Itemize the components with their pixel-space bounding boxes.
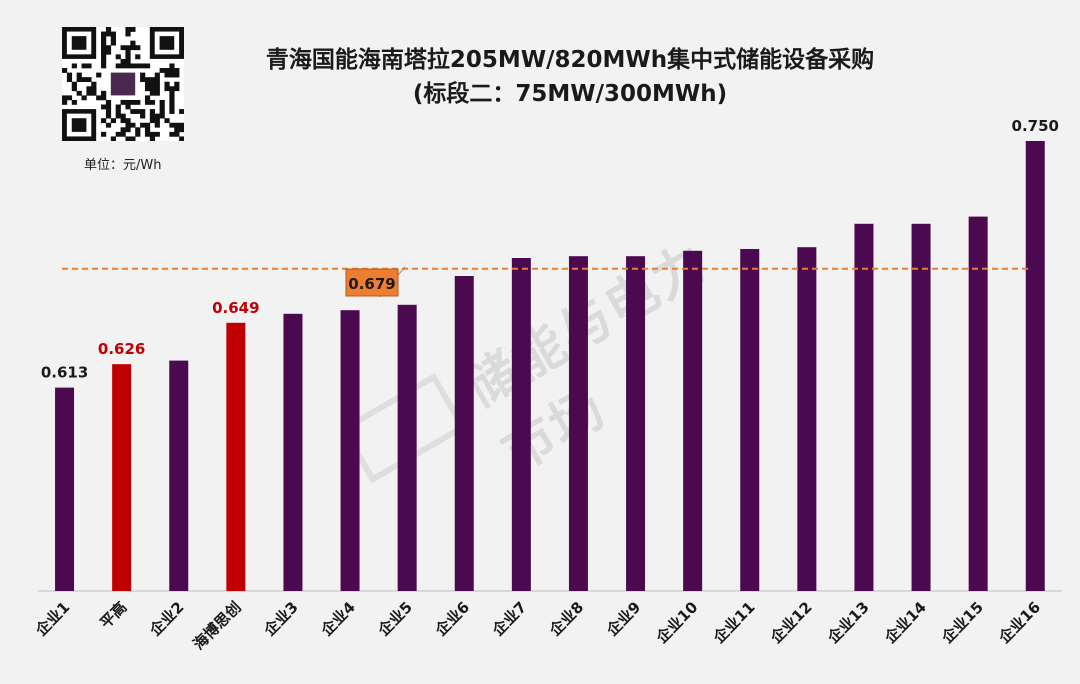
data-label-企业1: 0.613 (41, 364, 88, 382)
bar-企业15 (968, 216, 988, 591)
bar-企业2 (169, 360, 189, 591)
x-tick-label-企业5: 企业5 (374, 598, 416, 640)
data-label-海博思创: 0.649 (212, 299, 259, 317)
x-tick-label-企业10: 企业10 (652, 598, 701, 647)
average-label-box (345, 268, 399, 297)
bar-企业4 (340, 310, 360, 591)
x-tick-label-企业13: 企业13 (823, 598, 872, 647)
bar-企业12 (797, 247, 817, 591)
bar-企业7 (511, 258, 531, 591)
x-tick-label-企业1: 企业1 (31, 598, 73, 640)
x-tick-label-企业15: 企业15 (938, 598, 987, 647)
bar-企业6 (454, 276, 474, 591)
x-tick-label-企业6: 企业6 (431, 598, 473, 640)
x-tick-label-企业7: 企业7 (488, 598, 530, 640)
bar-企业5 (397, 304, 417, 591)
x-tick-label-企业2: 企业2 (146, 598, 188, 640)
bar-企业9 (626, 256, 646, 591)
bar-企业16 (1025, 141, 1045, 591)
x-tick-label-企业3: 企业3 (260, 598, 302, 640)
x-tick-label-企业14: 企业14 (880, 598, 929, 647)
bar-企业11 (740, 249, 760, 591)
chart-title-line1: 青海国能海南塔拉205MW/820MWh集中式储能设备采购 (265, 47, 875, 73)
x-tick-label-企业9: 企业9 (602, 598, 644, 640)
bar-企业14 (911, 223, 931, 592)
x-tick-label-平高: 平高 (97, 598, 131, 632)
unit-label: 单位：元/Wh (84, 158, 162, 173)
qr-code-image (62, 27, 184, 141)
average-label: 0.679 (348, 275, 395, 293)
bar-企业10 (683, 250, 703, 592)
bar-企业3 (283, 313, 303, 591)
x-tick-label-企业8: 企业8 (545, 598, 587, 640)
bar-企业13 (854, 223, 874, 592)
x-tick-label-企业4: 企业4 (317, 598, 359, 640)
bar-平高 (112, 364, 132, 591)
x-tick-label-企业12: 企业12 (766, 598, 815, 647)
bar-企业1 (55, 387, 75, 591)
x-tick-label-企业16: 企业16 (995, 598, 1044, 647)
chart-title-line2: (标段二：75MW/300MWh) (412, 81, 728, 107)
bar-海博思创 (226, 322, 246, 591)
bar-企业8 (568, 256, 588, 591)
data-label-企业16: 0.750 (1012, 117, 1059, 135)
data-label-平高: 0.626 (98, 340, 145, 358)
x-tick-label-企业11: 企业11 (709, 598, 758, 647)
x-tick-label-海博思创: 海博思创 (190, 598, 245, 653)
